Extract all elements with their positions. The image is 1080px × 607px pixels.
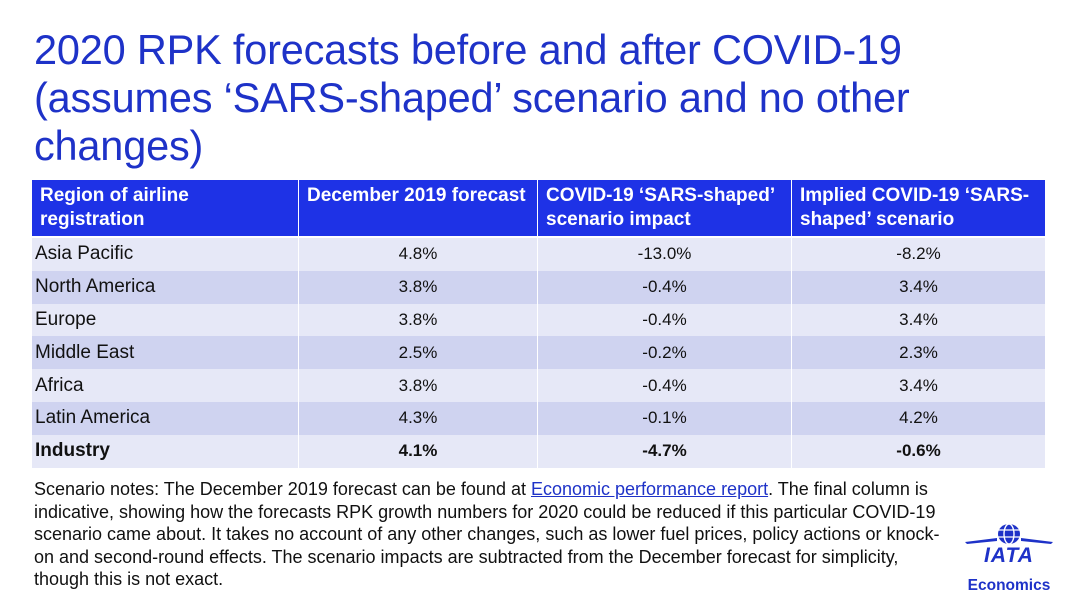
implied-cell: -0.6% xyxy=(792,434,1045,468)
implied-cell: 3.4% xyxy=(792,303,1045,337)
implied-cell: 4.2% xyxy=(792,401,1045,435)
implied-cell: -8.2% xyxy=(792,238,1045,271)
header-impact: COVID-19 ‘SARS-shaped’ scenario impact xyxy=(538,180,792,238)
impact-cell: -0.1% xyxy=(538,401,792,435)
region-cell: Industry xyxy=(32,434,299,468)
dec2019-cell: 3.8% xyxy=(299,270,538,304)
iata-economics-logo: IATA Economics xyxy=(955,522,1063,602)
logo-subtitle: Economics xyxy=(967,577,1051,594)
region-cell: Europe xyxy=(32,303,299,337)
table-row: Africa 3.8% -0.4% 3.4% xyxy=(32,369,1045,402)
region-cell: Latin America xyxy=(32,401,299,435)
table-row: Europe 3.8% -0.4% 3.4% xyxy=(32,303,1045,337)
scenario-notes: Scenario notes: The December 2019 foreca… xyxy=(34,478,954,591)
header-implied: Implied COVID-19 ‘SARS-shaped’ scenario xyxy=(792,180,1045,238)
region-cell: Middle East xyxy=(32,336,299,370)
dec2019-cell: 3.8% xyxy=(299,369,538,402)
dec2019-cell: 2.5% xyxy=(299,336,538,370)
implied-cell: 3.4% xyxy=(792,270,1045,304)
header-region: Region of airline registration xyxy=(32,180,299,238)
globe-icon xyxy=(965,523,1053,545)
implied-cell: 3.4% xyxy=(792,369,1045,402)
economic-performance-report-link[interactable]: Economic performance report xyxy=(530,479,769,499)
dec2019-cell: 4.8% xyxy=(299,238,538,271)
dec2019-cell: 4.3% xyxy=(299,401,538,435)
impact-cell: -0.4% xyxy=(538,270,792,304)
region-cell: Africa xyxy=(32,369,299,402)
table-header-row: Region of airline registration December … xyxy=(32,180,1045,238)
forecast-table: Region of airline registration December … xyxy=(32,180,1045,468)
impact-cell: -0.4% xyxy=(538,369,792,402)
impact-cell: -4.7% xyxy=(538,434,792,468)
impact-cell: -13.0% xyxy=(538,238,792,271)
impact-cell: -0.2% xyxy=(538,336,792,370)
iata-wordmark: IATA xyxy=(984,544,1034,567)
region-cell: North America xyxy=(32,270,299,304)
table-row: Asia Pacific 4.8% -13.0% -8.2% xyxy=(32,238,1045,271)
table-row: Latin America 4.3% -0.1% 4.2% xyxy=(32,401,1045,435)
table-row: North America 3.8% -0.4% 3.4% xyxy=(32,270,1045,304)
implied-cell: 2.3% xyxy=(792,336,1045,370)
region-cell: Asia Pacific xyxy=(32,238,299,271)
page-title: 2020 RPK forecasts before and after COVI… xyxy=(34,26,910,169)
table-row: Middle East 2.5% -0.2% 2.3% xyxy=(32,336,1045,370)
impact-cell: -0.4% xyxy=(538,303,792,337)
header-dec2019: December 2019 forecast xyxy=(299,180,538,238)
table-row-industry: Industry 4.1% -4.7% -0.6% xyxy=(32,434,1045,468)
notes-text-start: Scenario notes: The December 2019 foreca… xyxy=(34,479,531,499)
dec2019-cell: 3.8% xyxy=(299,303,538,337)
dec2019-cell: 4.1% xyxy=(299,434,538,468)
notes-text-end: . The final column is indicative, showin… xyxy=(34,479,940,589)
